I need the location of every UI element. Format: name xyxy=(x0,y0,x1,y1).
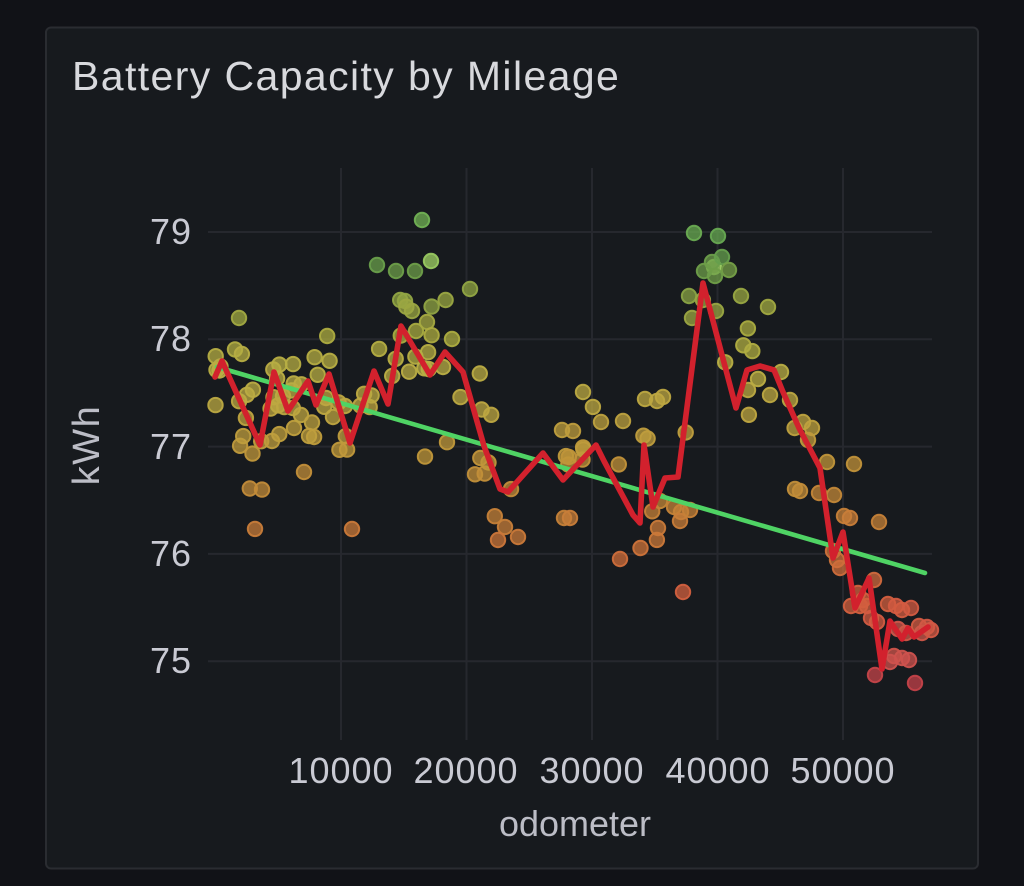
svg-text:77: 77 xyxy=(150,426,192,467)
svg-text:10000: 10000 xyxy=(288,750,393,791)
svg-text:kWh: kWh xyxy=(66,405,108,486)
svg-text:20000: 20000 xyxy=(413,750,518,791)
svg-text:78: 78 xyxy=(150,318,192,359)
svg-text:79: 79 xyxy=(150,211,192,252)
svg-text:Battery Capacity by Mileage: Battery Capacity by Mileage xyxy=(72,53,620,99)
svg-text:76: 76 xyxy=(150,533,192,574)
svg-text:odometer: odometer xyxy=(499,803,651,844)
svg-text:40000: 40000 xyxy=(665,750,770,791)
svg-text:30000: 30000 xyxy=(539,750,644,791)
svg-text:75: 75 xyxy=(150,640,192,681)
svg-text:50000: 50000 xyxy=(790,750,895,791)
